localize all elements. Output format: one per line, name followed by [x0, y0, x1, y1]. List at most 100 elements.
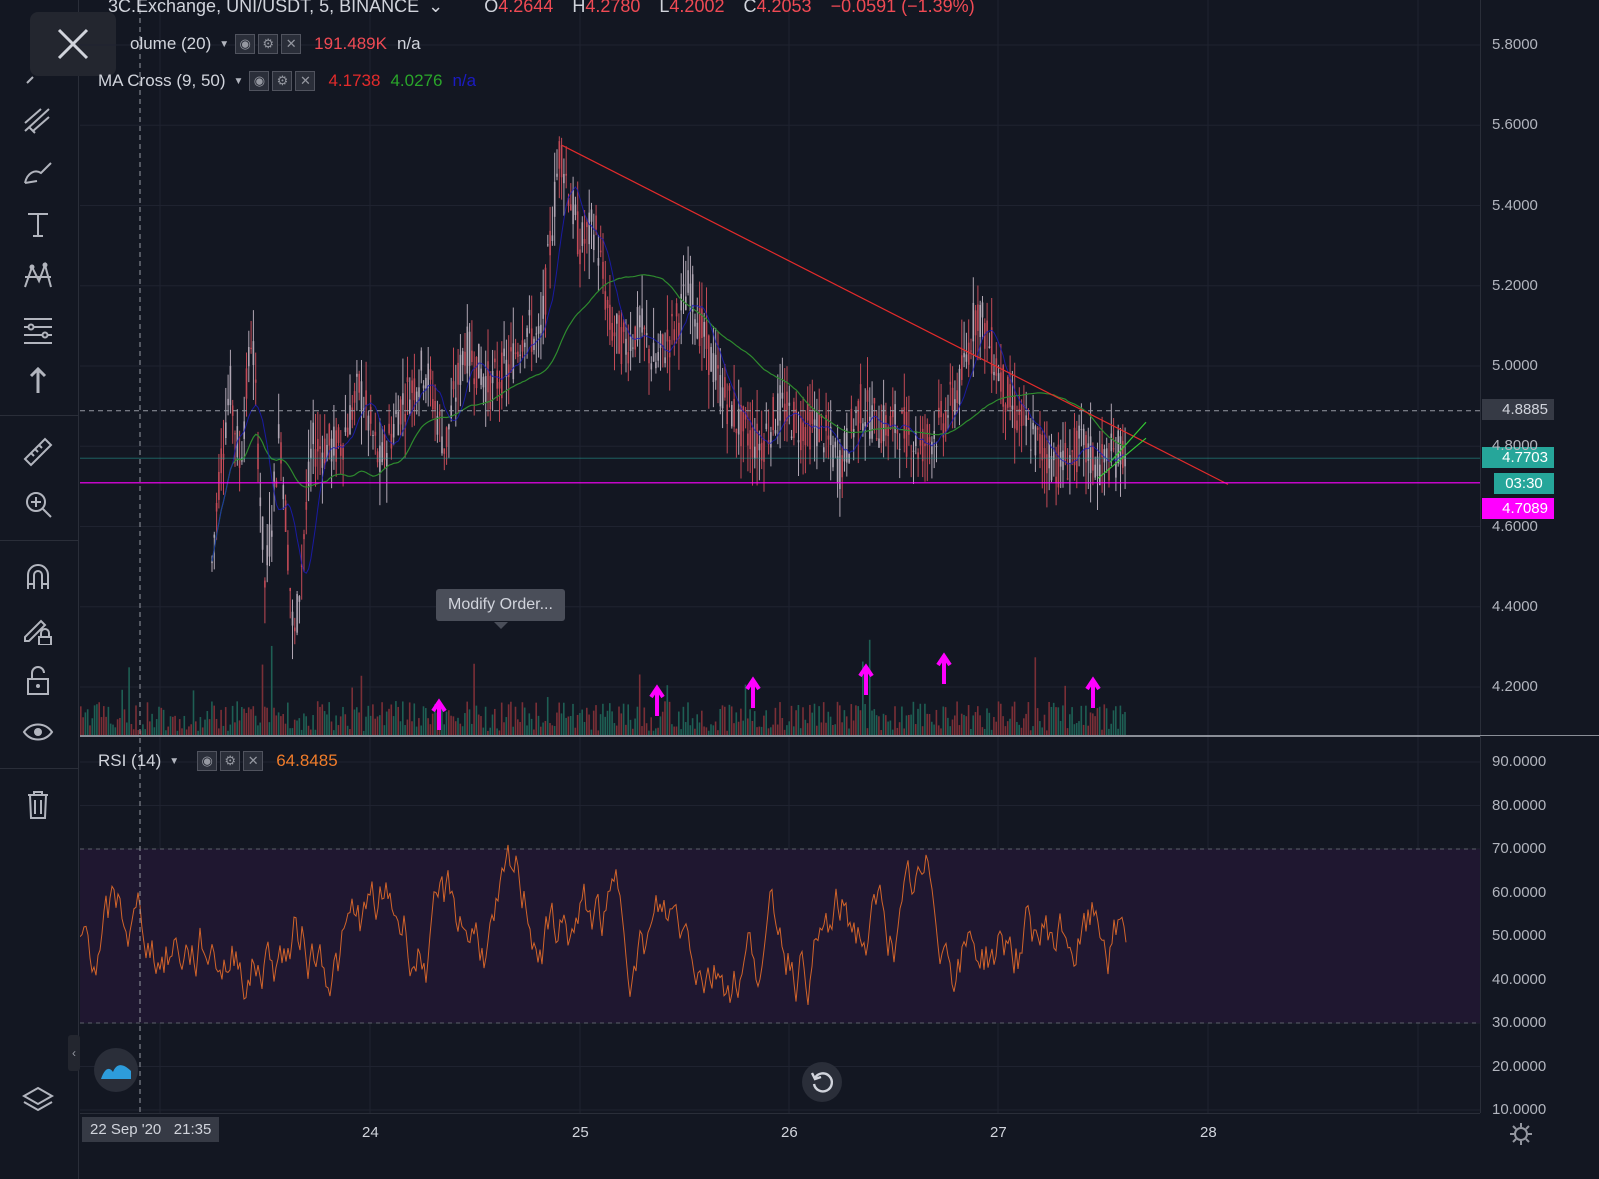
text-tool[interactable]	[16, 204, 60, 244]
chart-canvas[interactable]	[80, 0, 1599, 1179]
volume-bar	[947, 717, 949, 735]
cross-tool[interactable]	[16, 52, 60, 92]
close-icon[interactable]: ✕	[281, 34, 302, 54]
volume-bar	[1043, 714, 1046, 735]
ohlc-open-value: 4.2644	[498, 0, 554, 16]
volume-bar	[176, 730, 179, 735]
volume-bar	[965, 716, 968, 735]
pattern-tool[interactable]	[16, 256, 60, 296]
volume-bar	[144, 729, 146, 735]
lock-drawings-tool[interactable]	[16, 608, 60, 648]
eye-icon[interactable]: ◉	[197, 751, 218, 771]
volume-bar	[843, 710, 846, 735]
chevron-down-icon[interactable]: ▼	[219, 38, 230, 50]
time-axis[interactable]	[80, 1113, 1480, 1150]
rsi-value: 64.8485	[276, 751, 338, 770]
chevron-down-icon[interactable]: ⌄	[428, 0, 444, 16]
rsi-axis[interactable]	[1480, 736, 1599, 1113]
brush-tool[interactable]	[16, 152, 60, 192]
volume-bar	[360, 675, 363, 735]
volume-bar	[611, 711, 613, 735]
volume-bar	[931, 721, 933, 735]
volume-bar	[799, 728, 802, 735]
gear-icon[interactable]: ⚙	[272, 71, 293, 91]
volume-bar	[811, 712, 813, 735]
toolbar-divider	[0, 540, 78, 541]
candle-body	[229, 365, 232, 406]
volume-bar	[1011, 706, 1014, 735]
candle-body	[765, 423, 768, 430]
volume-bar	[740, 708, 742, 735]
volume-bar	[1119, 705, 1122, 735]
volume-legend-name[interactable]: olume (20)	[130, 34, 212, 53]
price-axis-label: 5.6000	[1492, 116, 1538, 134]
volume-bar	[684, 722, 687, 735]
volume-bar	[885, 715, 887, 735]
candle-body	[616, 314, 618, 324]
remove-drawings-tool[interactable]	[16, 784, 60, 824]
volume-bar	[537, 715, 540, 735]
close-icon[interactable]: ✕	[243, 751, 264, 771]
price-axis[interactable]	[1480, 0, 1599, 735]
candle-body	[576, 211, 579, 255]
candle-body	[747, 433, 749, 446]
tradingview-logo[interactable]	[94, 1048, 138, 1092]
volume-bar	[728, 704, 731, 735]
volume-bar	[268, 722, 271, 735]
collapse-toolbar-button[interactable]: ‹	[68, 1035, 80, 1071]
rsi-legend-name[interactable]: RSI (14)	[98, 751, 162, 770]
modify-order-tooltip[interactable]: Modify Order...	[436, 589, 565, 621]
chart-area[interactable]: 3C.Exchange, UNI/USDT, 5, BINANCE ⌄ O4.2…	[68, 0, 1599, 1179]
volume-bar	[981, 727, 984, 735]
candle-body	[632, 347, 634, 349]
volume-bar	[388, 708, 390, 735]
eye-icon[interactable]: ◉	[249, 71, 270, 91]
chevron-down-icon[interactable]: ▼	[169, 755, 180, 767]
reset-chart-button[interactable]	[802, 1062, 842, 1102]
volume-legend[interactable]: olume (20) ▼ ◉ ⚙ ✕ 191.489K n/a	[130, 34, 421, 54]
object-tree-tool[interactable]	[16, 1080, 60, 1120]
volume-bar	[576, 714, 579, 735]
candle-body	[951, 387, 954, 411]
ma-slow-value: 4.0276	[390, 71, 443, 90]
magnet-tool[interactable]	[16, 556, 60, 596]
chevron-down-icon[interactable]: ▼	[233, 75, 244, 87]
ma-cross-legend[interactable]: MA Cross (9, 50) ▼ ◉ ⚙ ✕ 4.1738 4.0276 n/a	[98, 71, 476, 91]
volume-bar	[908, 714, 910, 735]
ruler-tool[interactable]	[16, 432, 60, 472]
rsi-band	[80, 849, 1480, 1023]
candle-body	[390, 433, 393, 449]
gear-icon[interactable]: ⚙	[220, 751, 241, 771]
candle-body	[280, 442, 282, 464]
volume-bar	[1004, 726, 1007, 735]
fib-tool[interactable]	[16, 308, 60, 348]
volume-bar	[901, 706, 903, 735]
lock-tool[interactable]	[16, 660, 60, 700]
close-icon[interactable]: ✕	[295, 71, 316, 91]
candle-body	[298, 596, 301, 602]
volume-bar	[112, 724, 114, 735]
close-button[interactable]	[30, 12, 116, 76]
volume-bar	[954, 715, 956, 735]
volume-bar	[698, 722, 701, 735]
trend-line-tool[interactable]	[16, 100, 60, 140]
volume-bar	[974, 712, 977, 735]
volume-bar	[862, 661, 864, 735]
candle-body	[839, 450, 841, 490]
volume-bar	[675, 726, 678, 735]
arrow-tool[interactable]	[16, 360, 60, 400]
rsi-legend[interactable]: RSI (14) ▼ ◉ ⚙ ✕ 64.8485	[98, 751, 338, 771]
candle-body	[335, 430, 337, 462]
ma-cross-legend-name[interactable]: MA Cross (9, 50)	[98, 71, 226, 90]
visibility-tool[interactable]	[16, 712, 60, 752]
volume-bar	[441, 705, 443, 735]
eye-icon[interactable]: ◉	[235, 34, 256, 54]
candle-body	[411, 380, 413, 393]
zoom-tool[interactable]	[16, 484, 60, 524]
gear-icon[interactable]: ⚙	[258, 34, 279, 54]
candle-body	[652, 342, 655, 362]
volume-bar	[126, 722, 128, 735]
chart-settings-button[interactable]	[1505, 1118, 1537, 1150]
symbol-title[interactable]: 3C.Exchange, UNI/USDT, 5, BINANCE	[108, 0, 420, 16]
eye-icon	[22, 723, 54, 741]
